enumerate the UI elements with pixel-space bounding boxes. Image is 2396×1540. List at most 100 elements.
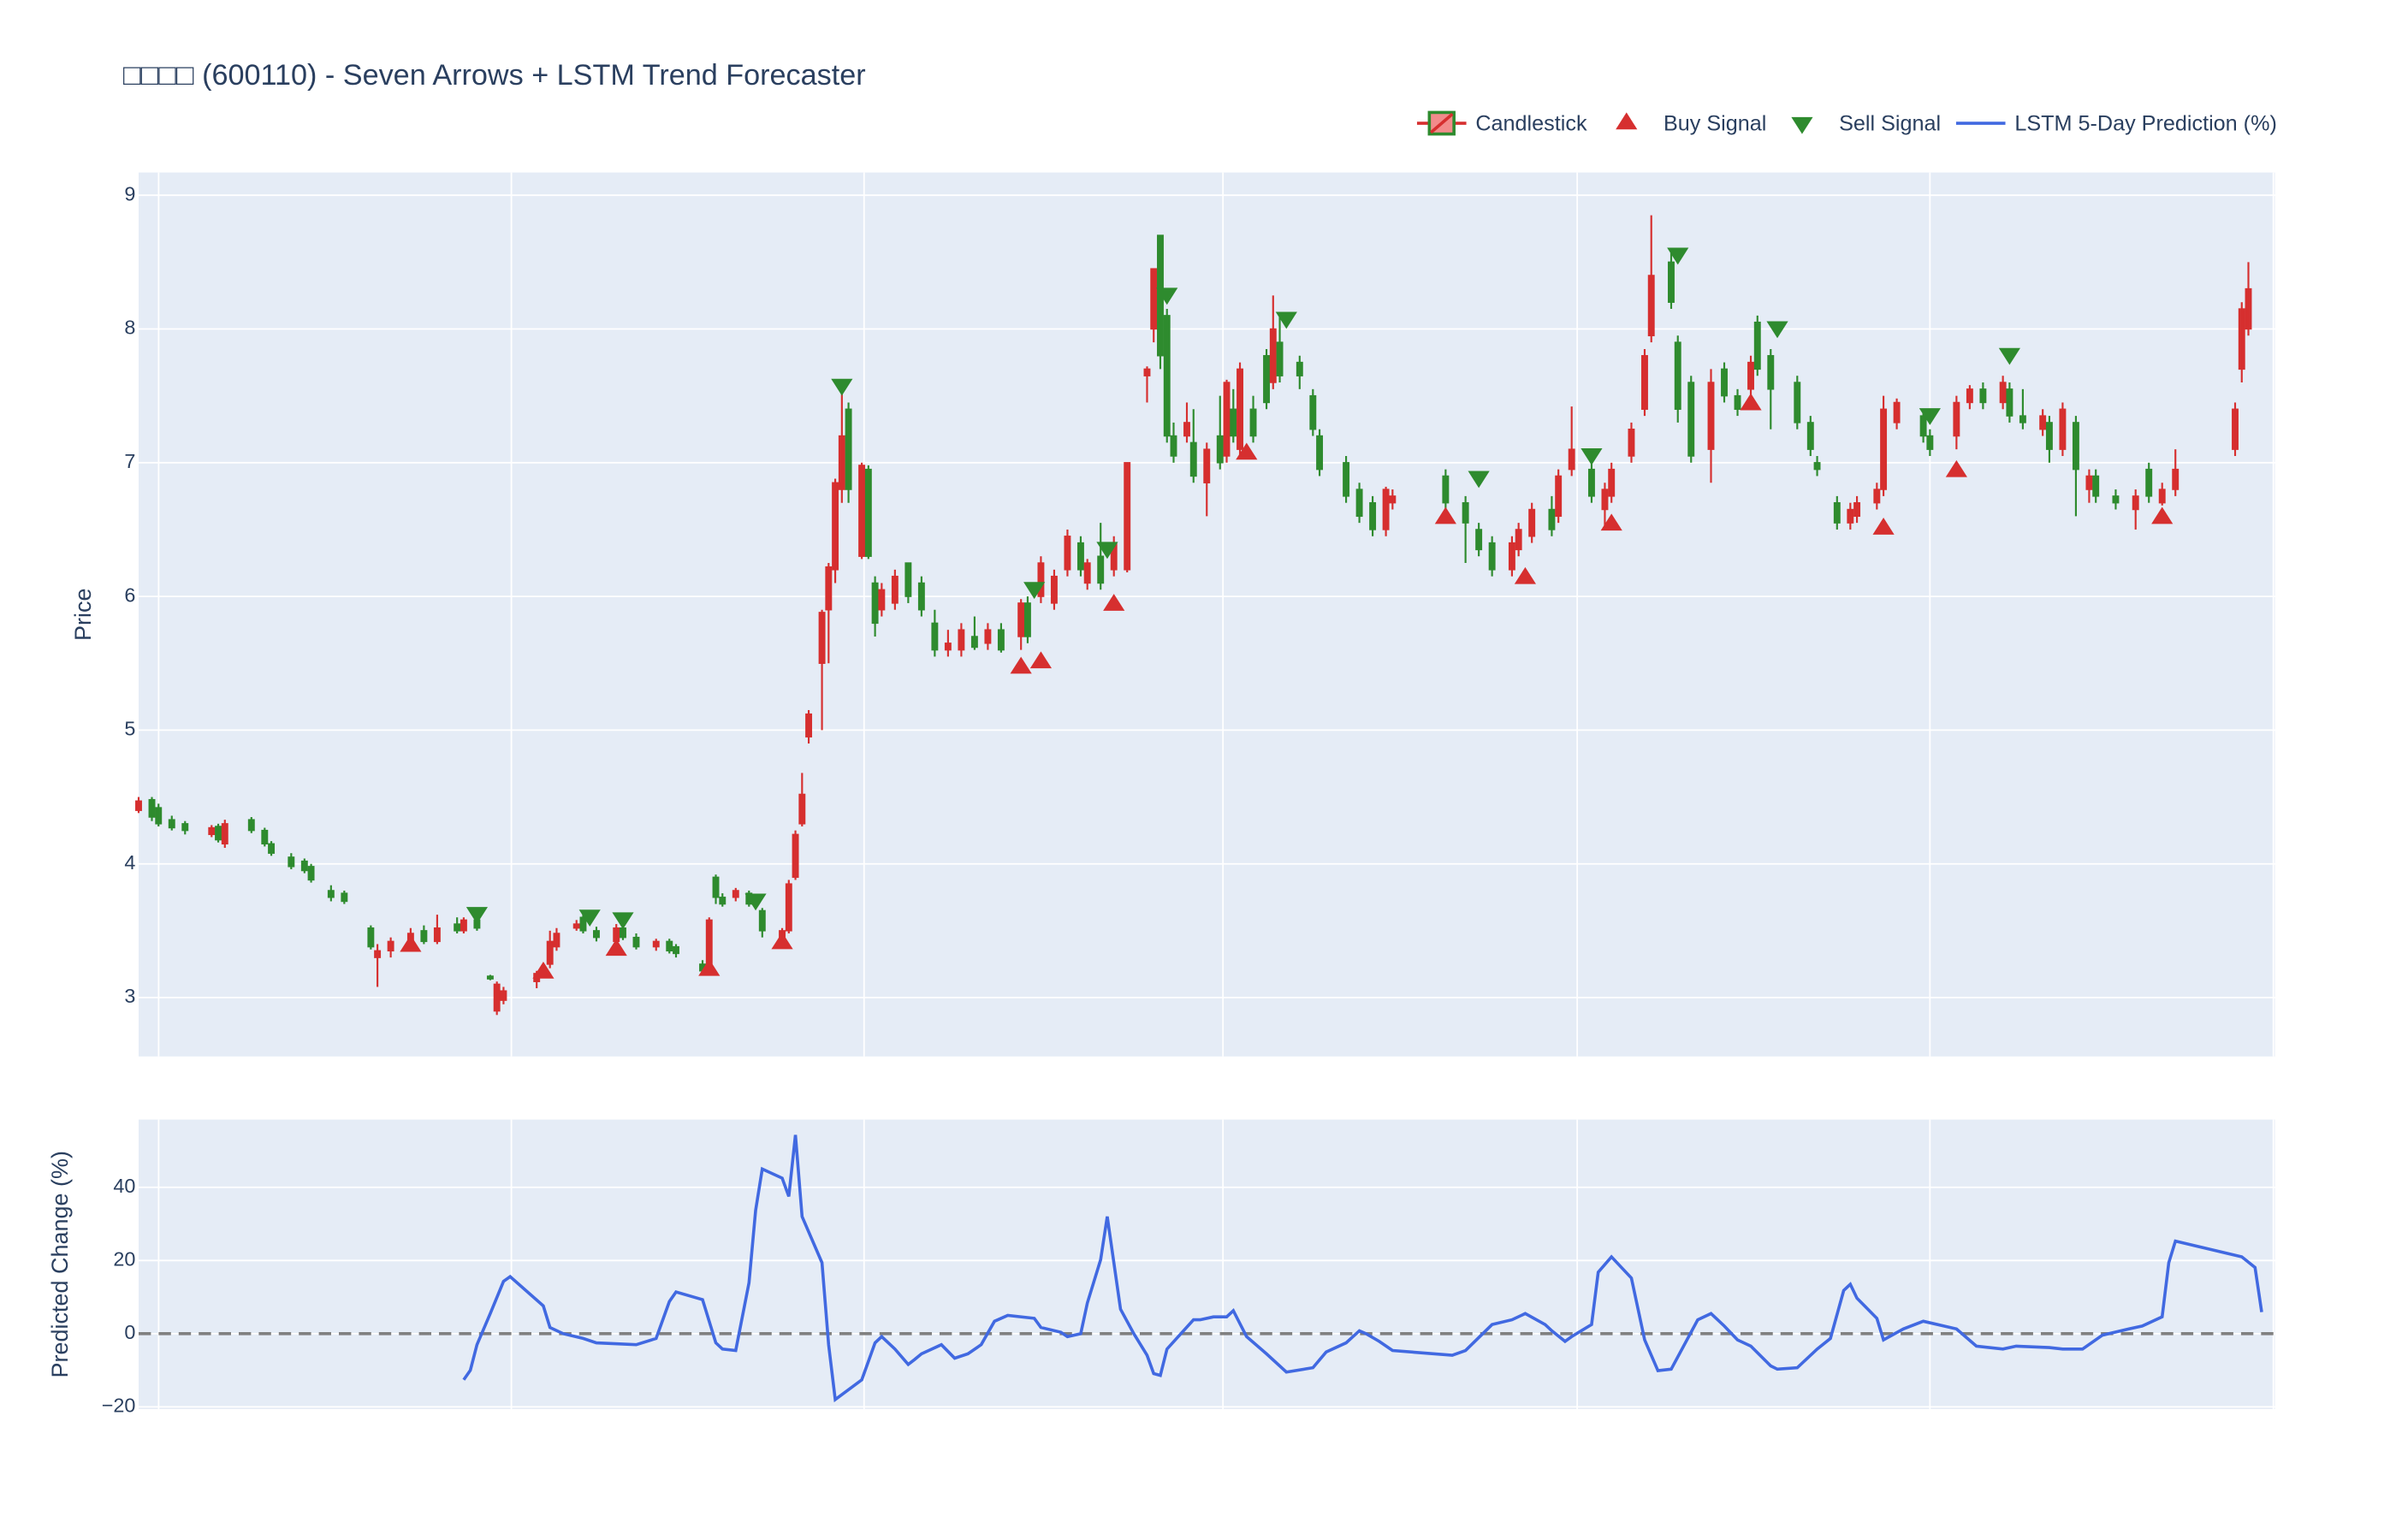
candle-body [1017, 602, 1025, 637]
candle-body [818, 612, 826, 664]
candle-body [2059, 408, 2067, 450]
buy-signal [1434, 506, 1456, 524]
candle-body [261, 829, 269, 844]
candle-body [1668, 261, 1675, 303]
candle-body [2045, 422, 2053, 450]
plot-area [138, 172, 2275, 1057]
candle-body [1813, 462, 1821, 471]
y-tick-label: −20 [102, 1395, 136, 1417]
candle-body [970, 636, 978, 649]
candle-body [1853, 501, 1861, 518]
candle-body [454, 923, 461, 932]
legend-label: LSTM 5-Day Prediction (%) [2014, 111, 2277, 135]
candle-body [838, 435, 845, 490]
candle-body [632, 936, 640, 948]
candle-body [486, 975, 494, 980]
candle-body [546, 940, 554, 965]
candle-body [904, 562, 912, 597]
candle-body [1442, 475, 1450, 504]
y-tick-label: 3 [124, 985, 135, 1007]
candle-body [327, 890, 335, 898]
legend-icon [1791, 116, 1813, 134]
candle-body [944, 643, 952, 651]
candle-body [2019, 415, 2026, 424]
candle-body [1555, 475, 1563, 518]
candle-body [832, 482, 839, 571]
candle-body [1150, 268, 1158, 330]
candle-body [387, 940, 394, 952]
candle-body [1097, 555, 1105, 584]
candle-body [553, 933, 560, 948]
sell-signal [831, 378, 853, 396]
candle-body [1508, 542, 1515, 571]
candle-body [1953, 401, 1960, 437]
buy-signal [1514, 566, 1537, 584]
legend-icon [1616, 112, 1638, 130]
buy-signal [1740, 393, 1762, 411]
candle-body [148, 798, 156, 818]
sell-signal [1766, 321, 1788, 339]
candle-body [1847, 508, 1854, 524]
candle-body [1515, 529, 1522, 551]
candle-body [2006, 388, 2013, 417]
candle-body [1601, 489, 1609, 511]
candle-body [1587, 468, 1595, 497]
y-axis-title: Price [70, 588, 96, 640]
candle-body [247, 819, 255, 832]
buy-signal [1103, 594, 1125, 611]
candle-body [1163, 315, 1171, 437]
candle-body [984, 629, 992, 644]
candle-body [1369, 501, 1377, 530]
candle-body [1064, 536, 1071, 571]
candle-body [2172, 468, 2180, 490]
candle-body [620, 927, 626, 939]
y-tick-label: 4 [124, 851, 135, 874]
candle-body [1999, 382, 2007, 404]
candle-body [2085, 475, 2093, 490]
candle-body [155, 807, 163, 825]
candle-body [785, 883, 792, 932]
y-tick-label: 7 [124, 450, 135, 472]
buy-signal [771, 932, 793, 950]
candle-body [1023, 602, 1031, 637]
candle-body [1223, 382, 1231, 457]
candle-body [712, 876, 720, 898]
candle-body [871, 582, 879, 625]
candle-body [864, 468, 872, 557]
candle-body [2112, 495, 2120, 504]
candle-body [673, 945, 679, 955]
candle-body [1355, 489, 1363, 518]
candle-body [1674, 341, 1681, 410]
buy-signal [1600, 513, 1622, 531]
candle-body [1269, 328, 1277, 383]
sell-signal [612, 912, 634, 930]
candle-body [135, 800, 142, 811]
candle-body [652, 940, 660, 948]
candle-body [221, 823, 228, 844]
buy-signal [532, 961, 555, 979]
candle-body [300, 860, 308, 872]
buy-signal [1872, 518, 1895, 535]
candle-body [2238, 308, 2245, 370]
candle-body [1687, 382, 1695, 457]
legend: Candlestick Buy Signal Sell Signal LSTM 5-D… [1416, 110, 2277, 135]
sell-signal [1667, 247, 1689, 265]
candle-body [1966, 388, 1973, 404]
candle-body [1037, 562, 1045, 597]
candle-body [2072, 422, 2079, 471]
candle-body [1124, 462, 1131, 571]
candle-body [825, 566, 833, 611]
candle-body [2158, 489, 2166, 504]
sell-signal [1023, 582, 1046, 600]
candle-body [931, 622, 939, 651]
candle-body [493, 983, 501, 1012]
candle-body [433, 927, 441, 943]
candle-body [1276, 341, 1284, 376]
candle-body [1880, 408, 1888, 490]
y-tick-label: 5 [124, 718, 135, 740]
candle-body [1767, 355, 1775, 390]
candle-body [1170, 435, 1177, 457]
candle-body [666, 940, 673, 952]
candle-body [1263, 355, 1270, 404]
candle-body [1189, 441, 1197, 477]
